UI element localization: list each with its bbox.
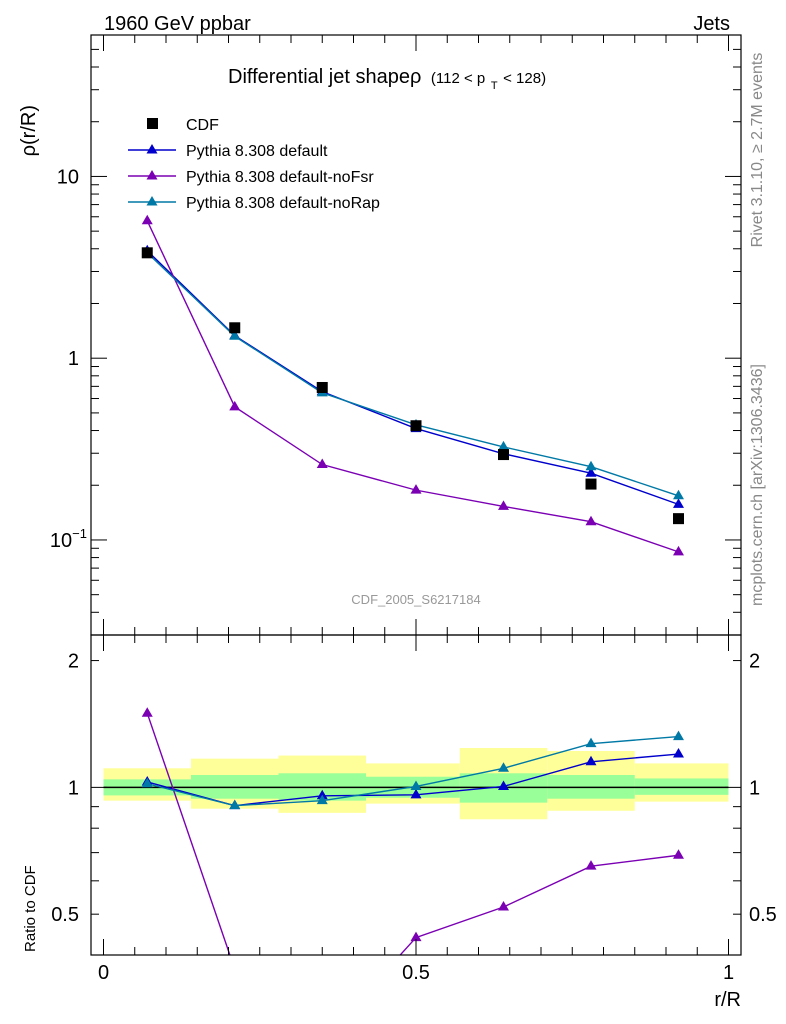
main-y-tick-label-left: 1	[68, 348, 79, 370]
ratio-panel: 2 2 1 1 0.5 0.5 0 0.5 1 Ratio to CDF r/R	[22, 634, 777, 1011]
main-point-cdf	[141, 247, 153, 259]
ratio-point-pythia-8-308-default-nofsr	[498, 901, 509, 911]
ratio-point-pythia-8-308-default	[673, 748, 684, 758]
ratio-x-tick-label: 0.5	[402, 962, 430, 984]
main-point-pythia-8-308-default-norap	[673, 489, 684, 500]
legend-label-default: Pythia 8.308 default	[186, 143, 328, 160]
main-point-pythia-8-308-default-nofsr	[498, 500, 509, 510]
ratio-x-tick-label: 0	[98, 962, 109, 984]
legend-marker-nofsr	[146, 170, 158, 180]
main-point-pythia-8-308-default-nofsr	[673, 545, 684, 556]
legend-marker-default	[146, 144, 158, 154]
ratio-point-pythia-8-308-default-norap	[141, 777, 153, 788]
legend-entry-cdf: CDF	[147, 117, 219, 134]
main-point-pythia-8-308-default-norap	[498, 440, 509, 451]
ratio-plot-area	[103, 707, 729, 973]
main-y-tick-label-left: 10−1	[50, 526, 87, 552]
ratio-point-pythia-8-308-default-nofsr	[229, 963, 240, 973]
ratio-x-tick-label: 1	[723, 962, 734, 984]
legend-marker-norap	[146, 196, 158, 206]
legend-entry-default: Pythia 8.308 default	[128, 143, 328, 160]
legend-entry-norap: Pythia 8.308 default-noRap	[128, 195, 380, 212]
category-label: Jets	[693, 13, 730, 35]
energy-label: 1960 GeV ppbar	[104, 13, 251, 35]
ratio-point-pythia-8-308-default-norap	[316, 794, 328, 805]
main-title-text: Differential jet shapeρ	[228, 66, 421, 88]
main-point-cdf	[498, 449, 509, 461]
ratio-point-pythia-8-308-default-norap	[498, 762, 509, 772]
ratio-y-tick-label-left: 2	[68, 651, 79, 673]
legend-label-norap: Pythia 8.308 default-noRap	[186, 195, 380, 212]
main-point-pythia-8-308-default	[673, 498, 684, 508]
ratio-y-tick-label-right: 2	[749, 651, 760, 673]
ratio-point-pythia-8-308-default-nofsr	[585, 860, 597, 870]
main-point-cdf	[229, 322, 241, 334]
ratio-point-pythia-8-308-default-norap	[410, 780, 422, 790]
ratio-point-pythia-8-308-default	[316, 789, 328, 800]
ratio-point-pythia-8-308-default-norap	[673, 730, 684, 741]
rivet-label: Rivet 3.1.10, ≥ 2.7M events	[749, 53, 766, 248]
main-point-pythia-8-308-default	[585, 467, 597, 477]
main-point-cdf	[673, 513, 684, 525]
main-title: Differential jet shapeρ (112 < p T < 128…	[228, 66, 546, 94]
ratio-point-pythia-8-308-default	[498, 780, 509, 790]
main-line-pythia-8-308-default-norap	[146, 252, 679, 497]
ratio-point-pythia-8-308-default-nofsr	[141, 707, 153, 717]
ratio-point-pythia-8-308-default	[585, 755, 597, 766]
legend-label-nofsr: Pythia 8.308 default-noFsr	[186, 169, 374, 186]
ratio-y-tick-label-left: 0.5	[51, 904, 79, 926]
ratio-point-pythia-8-308-default-norap	[229, 799, 241, 810]
main-point-pythia-8-308-default-nofsr	[229, 400, 241, 411]
main-point-pythia-8-308-default-nofsr	[410, 484, 422, 494]
legend: CDF Pythia 8.308 default Pythia 8.308 de…	[128, 117, 380, 212]
ratio-axis-ticks: 2 2 1 1 0.5 0.5 0 0.5 1	[51, 635, 777, 984]
main-point-pythia-8-308-default-nofsr	[585, 515, 597, 526]
legend-marker-cdf	[147, 118, 158, 129]
main-line-pythia-8-308-default	[146, 250, 679, 506]
main-title-cut-sub: T	[491, 80, 498, 92]
main-line-pythia-8-308-default-nofsr	[146, 220, 679, 553]
main-y-axis-label: ρ(r/R)	[18, 105, 40, 156]
main-point-pythia-8-308-default-norap	[585, 460, 597, 471]
ratio-point-pythia-8-308-default-norap	[585, 737, 597, 748]
ratio-y-tick-label-right: 1	[749, 777, 760, 799]
ratio-point-pythia-8-308-default-nofsr	[410, 931, 422, 942]
analysis-watermark: CDF_2005_S6217184	[351, 592, 480, 607]
ratio-y-tick-label-right: 0.5	[749, 904, 777, 926]
main-point-cdf	[410, 420, 422, 432]
ratio-y-tick-label-left: 1	[68, 777, 79, 799]
main-point-cdf	[316, 381, 328, 393]
ratio-y-axis-label: Ratio to CDF	[22, 865, 39, 952]
main-plot-area	[141, 214, 684, 556]
main-axis-ticks: 10 1 10−1	[50, 34, 741, 636]
main-point-pythia-8-308-default-nofsr	[141, 214, 153, 225]
x-axis-label: r/R	[714, 989, 741, 1011]
legend-label-cdf: CDF	[186, 117, 219, 134]
ratio-point-pythia-8-308-default	[410, 788, 422, 799]
source-label: mcplots.cern.ch [arXiv:1306.3436]	[749, 364, 766, 606]
legend-entry-nofsr: Pythia 8.308 default-noFsr	[128, 169, 374, 186]
main-panel: 10 1 10−1 Differential jet shapeρ (112 < p…	[18, 34, 742, 636]
main-point-pythia-8-308-default-norap	[229, 330, 241, 340]
main-title-cut: (112 < p	[431, 70, 485, 87]
ratio-point-pythia-8-308-default-nofsr	[673, 849, 684, 859]
main-title-cut-end: < 128)	[503, 70, 546, 87]
main-point-cdf	[585, 478, 597, 490]
main-point-pythia-8-308-default-nofsr	[316, 458, 328, 469]
main-y-tick-label-left: 10	[57, 166, 79, 188]
